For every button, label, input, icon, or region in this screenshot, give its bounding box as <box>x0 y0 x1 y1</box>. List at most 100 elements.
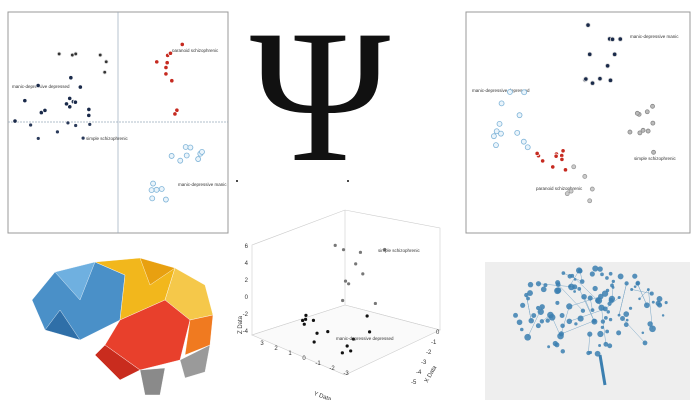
point <box>195 156 202 162</box>
point <box>650 103 655 109</box>
point <box>583 76 589 82</box>
node <box>598 293 604 300</box>
point <box>516 112 523 119</box>
z-tick-label: 6 <box>245 244 249 250</box>
node <box>527 290 533 297</box>
point <box>351 337 355 341</box>
z-tick-label: -4 <box>243 329 249 335</box>
point <box>341 248 346 252</box>
point <box>150 180 156 187</box>
point <box>86 112 92 118</box>
node <box>605 329 610 334</box>
point <box>304 313 308 317</box>
node <box>580 308 586 313</box>
point <box>172 111 178 117</box>
node <box>635 280 641 286</box>
point <box>640 127 646 133</box>
node <box>524 292 529 298</box>
y-tick-label: -1 <box>315 361 321 367</box>
node <box>528 318 534 324</box>
cluster-label: manic-depressive depressed <box>336 336 394 341</box>
node <box>560 323 565 328</box>
point <box>87 122 93 127</box>
point <box>607 77 614 83</box>
node <box>600 272 604 277</box>
node <box>561 271 566 275</box>
point <box>312 340 316 344</box>
node <box>567 274 573 279</box>
point <box>361 272 365 276</box>
point <box>498 130 504 137</box>
node <box>547 311 554 319</box>
node <box>513 312 518 318</box>
x-tick-label: -1 <box>431 340 437 346</box>
dot <box>347 180 349 182</box>
cluster-label: manic-depressive depressed <box>472 88 530 93</box>
point <box>42 107 48 113</box>
point <box>104 59 109 64</box>
node <box>524 333 532 341</box>
node <box>641 331 645 335</box>
point <box>158 186 165 192</box>
node <box>600 319 606 324</box>
link <box>637 283 648 306</box>
point <box>644 109 650 115</box>
node <box>527 281 534 288</box>
cluster-label: simple schizophrenic <box>378 248 421 253</box>
point <box>315 331 319 335</box>
point <box>179 41 185 47</box>
x-tick-label: -2 <box>426 350 432 356</box>
point <box>98 52 103 58</box>
node <box>587 295 593 301</box>
point <box>534 150 540 157</box>
node <box>540 286 547 293</box>
node <box>624 281 629 286</box>
point <box>38 110 44 116</box>
point <box>582 174 588 179</box>
scatter-3d <box>251 209 441 376</box>
point <box>349 349 353 353</box>
point <box>589 186 595 192</box>
node <box>610 283 614 288</box>
point <box>520 138 527 145</box>
point <box>311 318 316 322</box>
node <box>611 279 615 284</box>
node <box>603 341 609 347</box>
point <box>163 64 169 71</box>
node <box>600 325 605 329</box>
node <box>644 302 650 309</box>
point <box>28 122 34 128</box>
point <box>67 95 73 101</box>
link <box>560 306 570 337</box>
link <box>583 296 595 321</box>
point <box>65 120 71 126</box>
point <box>148 187 155 194</box>
cluster-label: paranoid schizophrenic <box>172 48 219 53</box>
node <box>535 281 542 287</box>
point <box>182 144 189 150</box>
point <box>199 149 205 155</box>
psi-symbol: Ψ <box>250 0 390 202</box>
node <box>536 305 541 311</box>
point <box>80 135 86 141</box>
point <box>373 301 377 306</box>
node <box>560 349 565 354</box>
point <box>67 104 73 110</box>
point <box>634 110 640 116</box>
node <box>572 284 578 290</box>
point <box>514 129 521 136</box>
link <box>569 308 606 322</box>
cluster-label: manic-depressive manic <box>630 34 679 39</box>
cluster-label: simple schizophrenic <box>634 156 677 161</box>
point <box>163 71 169 77</box>
node <box>601 290 609 297</box>
point <box>22 98 28 104</box>
node <box>664 301 668 305</box>
point <box>333 243 337 247</box>
node <box>607 343 613 349</box>
point <box>507 89 513 95</box>
node <box>592 318 597 323</box>
y-tick-label: 0 <box>302 356 306 362</box>
point <box>304 317 308 321</box>
point <box>340 351 344 355</box>
